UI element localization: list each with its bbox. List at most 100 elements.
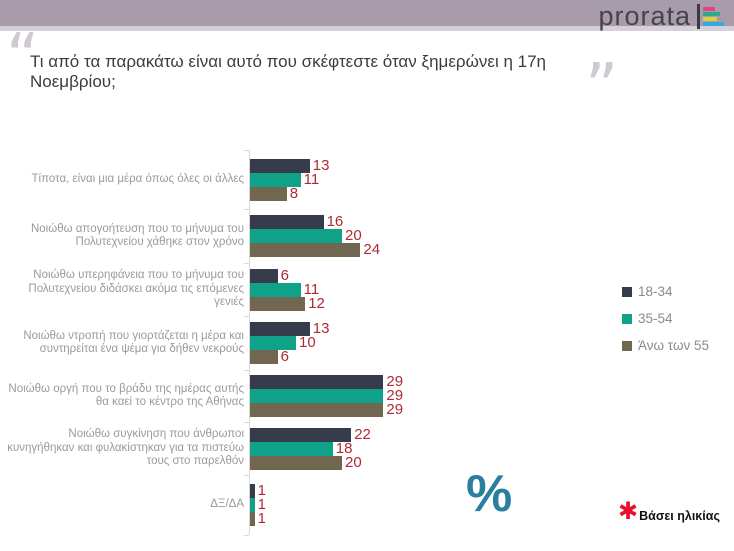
category-label: Νοιώθω ντροπή που γιορτάζεται η μέρα και… bbox=[23, 329, 244, 356]
bar-18-34 bbox=[250, 375, 384, 389]
prorata-logo-text: prorata bbox=[598, 1, 691, 31]
value-label: 13 bbox=[312, 320, 330, 337]
bar-line: 1 bbox=[250, 510, 620, 527]
chart-row: Νοιώθω ντροπή που γιορτάζεται η μέρα και… bbox=[0, 316, 620, 370]
category-label: ΔΞ/ΔΑ bbox=[210, 498, 244, 511]
bar-line: 13 bbox=[250, 158, 620, 173]
bar-35-54 bbox=[250, 229, 342, 243]
category-label: Τίποτα, είναι μια μέρα όπως όλες οι άλλε… bbox=[31, 172, 244, 185]
axis-tick bbox=[244, 370, 249, 371]
bar-35-54 bbox=[250, 441, 333, 456]
bar-group: 29 29 29 bbox=[250, 370, 620, 422]
axis-tick bbox=[244, 150, 249, 151]
bar-group: 13 10 6 bbox=[250, 316, 620, 370]
bar-18-34 bbox=[250, 215, 324, 229]
axis-tick bbox=[244, 316, 249, 317]
value-label: 16 bbox=[326, 213, 344, 230]
value-label: 12 bbox=[308, 294, 325, 312]
bar-group: 16 20 24 bbox=[250, 209, 620, 263]
footnote-text: Βάσει ηλικίας bbox=[639, 509, 720, 523]
bar-18-34 bbox=[250, 322, 310, 336]
value-label: 29 bbox=[386, 401, 404, 418]
value-label: 11 bbox=[303, 280, 320, 298]
bar-18-34 bbox=[250, 484, 255, 498]
logo-mark-bar bbox=[703, 11, 720, 16]
logo-vertical-bar bbox=[697, 3, 700, 29]
chart-row: ΔΞ/ΔΑ 1 1 1 bbox=[0, 475, 620, 535]
value-label: 18 bbox=[335, 439, 353, 457]
bar-line: 29 bbox=[250, 373, 620, 390]
value-label: 10 bbox=[299, 334, 316, 351]
value-label: 29 bbox=[386, 373, 404, 390]
bar-line: 10 bbox=[250, 334, 620, 351]
bar-line: 1 bbox=[250, 482, 620, 499]
bar-Άνω των 55 bbox=[250, 296, 306, 311]
bar-line: 29 bbox=[250, 388, 620, 403]
legend-swatch bbox=[622, 340, 632, 351]
category-label: Νοιώθω υπερηφάνεια που το μήνυμα του Πολ… bbox=[28, 269, 244, 309]
bar-line: 12 bbox=[250, 294, 620, 312]
bar-line: 18 bbox=[250, 439, 620, 457]
value-label: 6 bbox=[280, 266, 289, 284]
value-label: 20 bbox=[345, 227, 362, 244]
value-label: 1 bbox=[257, 482, 266, 499]
asterisk-icon: ✱ bbox=[618, 498, 639, 525]
axis-tick bbox=[244, 263, 249, 264]
bar-line: 11 bbox=[250, 170, 620, 188]
legend-item: 35-54 bbox=[622, 311, 709, 326]
bar-Άνω των 55 bbox=[250, 350, 278, 364]
page-title: Τι από τα παρακάτω είναι αυτό που σκέφτε… bbox=[30, 52, 546, 91]
category-label: Νοιώθω οργή που το βράδυ της ημέρας αυτή… bbox=[8, 382, 244, 409]
bar-Άνω των 55 bbox=[250, 403, 384, 417]
bar-group: 13 11 8 bbox=[250, 150, 620, 209]
bar-35-54 bbox=[250, 498, 255, 512]
bar-Άνω των 55 bbox=[250, 186, 287, 201]
bar-35-54 bbox=[250, 172, 301, 187]
top-bar-edge bbox=[0, 26, 734, 31]
logo-mark-bar bbox=[703, 16, 717, 21]
bar-line: 24 bbox=[250, 241, 620, 258]
value-label: 11 bbox=[303, 170, 320, 188]
bar-line: 8 bbox=[250, 184, 620, 202]
category-label: Νοιώθω απογοήτευση που το μήνυμα του Πολ… bbox=[30, 222, 244, 249]
bar-35-54 bbox=[250, 336, 296, 350]
bar-line: 13 bbox=[250, 320, 620, 337]
bar-18-34 bbox=[250, 268, 278, 283]
bar-line: 20 bbox=[250, 227, 620, 244]
chart-legend: 18-34 35-54 Άνω των 55 bbox=[622, 284, 709, 353]
percent-symbol: % bbox=[466, 465, 513, 523]
value-label: 22 bbox=[354, 425, 371, 443]
legend-item: Άνω των 55 bbox=[622, 338, 709, 353]
legend-label: 35-54 bbox=[638, 311, 673, 326]
prorata-logo-mark bbox=[697, 3, 724, 29]
footnote: ✱ Βάσει ηλικίας bbox=[618, 500, 720, 524]
close-quote-icon: ” bbox=[585, 51, 619, 125]
logo-mini-bars bbox=[703, 6, 724, 26]
bar-35-54 bbox=[250, 282, 301, 297]
prorata-logo: prorata bbox=[598, 1, 724, 31]
chart-row: Τίποτα, είναι μια μέρα όπως όλες οι άλλε… bbox=[0, 150, 620, 209]
legend-label: 18-34 bbox=[638, 284, 673, 299]
bar-line: 6 bbox=[250, 348, 620, 365]
chart-row: Νοιώθω συγκίνηση που άνθρωποι κυνηγήθηκα… bbox=[0, 422, 620, 475]
bar-line: 1 bbox=[250, 497, 620, 512]
value-label: 6 bbox=[280, 348, 289, 365]
bar-Άνω των 55 bbox=[250, 512, 255, 526]
value-label: 8 bbox=[289, 184, 299, 202]
legend-swatch bbox=[622, 286, 632, 297]
chart-row: Νοιώθω υπερηφάνεια που το μήνυμα του Πολ… bbox=[0, 263, 620, 316]
bar-group: 6 11 12 bbox=[250, 263, 620, 316]
bar-line: 29 bbox=[250, 401, 620, 418]
value-label: 20 bbox=[345, 453, 362, 471]
value-label: 24 bbox=[363, 241, 381, 258]
bar-18-34 bbox=[250, 427, 352, 442]
bar-Άνω των 55 bbox=[250, 455, 342, 470]
bar-line: 16 bbox=[250, 213, 620, 230]
legend-label: Άνω των 55 bbox=[638, 338, 710, 353]
logo-mark-bar bbox=[703, 21, 724, 26]
bar-line: 6 bbox=[250, 266, 620, 284]
value-label: 1 bbox=[257, 510, 266, 527]
bar-line: 20 bbox=[250, 453, 620, 471]
